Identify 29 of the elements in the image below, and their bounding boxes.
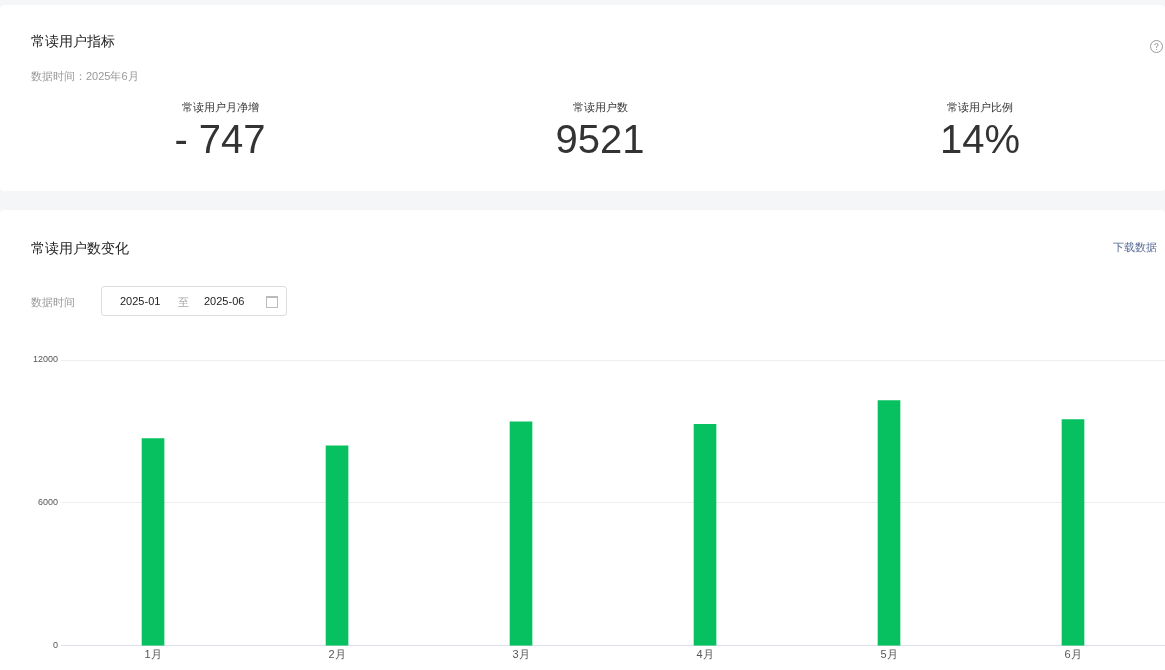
text: 数据时间：2025年6月 <box>31 69 139 84</box>
text: 2025-06 <box>204 295 245 307</box>
x-tick-label: 4月 <box>696 648 714 661</box>
text: 下载数据 <box>1113 240 1157 255</box>
x-tick-label: 6月 <box>1064 648 1082 661</box>
text: - 747 <box>173 117 267 162</box>
bar <box>509 421 533 646</box>
bar <box>877 400 901 646</box>
chart-title: 常读用户数变化 <box>31 240 129 258</box>
x-tick-label: 5月 <box>880 648 898 661</box>
x-tick-label: 1月 <box>144 648 162 661</box>
text: 至 <box>178 295 189 310</box>
y-tick-label: 6000 <box>38 497 59 508</box>
x-tick-label: 2月 <box>328 648 346 661</box>
y-tick-label: 12000 <box>33 354 59 365</box>
y-tick-label: 0 <box>53 640 59 651</box>
x-tick-label: 3月 <box>512 648 530 661</box>
bar <box>325 445 349 646</box>
text: 9521 <box>554 117 646 162</box>
text: 常读用户月净增 <box>180 100 260 115</box>
text: 常读用户指标 <box>31 33 115 51</box>
text: 数据时间 <box>31 295 75 310</box>
text: 常读用户比例 <box>946 100 1014 115</box>
bar <box>1061 419 1085 646</box>
bar <box>693 423 717 646</box>
text: 2025-01 <box>120 295 161 307</box>
bar <box>141 438 165 646</box>
text: 14% <box>938 117 1022 162</box>
text: 常读用户数 <box>571 100 629 115</box>
